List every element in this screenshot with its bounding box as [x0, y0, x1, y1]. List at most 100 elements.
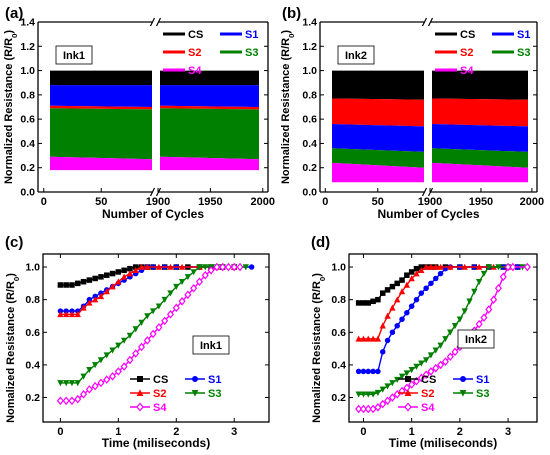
- panel-d-series-s1-point: [360, 368, 367, 375]
- panel-d-legend-marker-s2: [404, 389, 412, 396]
- panel-c-series-s3-point: [242, 264, 249, 271]
- panel-d-legend-label-s2: S2: [421, 388, 434, 400]
- panel-c-series-s3-point: [202, 264, 209, 271]
- panel-c-series-s4-point: [120, 362, 128, 371]
- panel-c-series-cs-point: [69, 282, 75, 288]
- panel-a-ytick-label: 0.6: [20, 114, 35, 126]
- panel-a-band-cs-seg1: [50, 70, 152, 86]
- panel-d-series-s1-point: [384, 337, 391, 344]
- panel-d-series-s2-point: [432, 263, 439, 270]
- panel-d-series-s3-point: [408, 367, 415, 374]
- panel-c-series-s1-point: [248, 264, 255, 270]
- panel-b-legend-label-s3: S3: [517, 47, 530, 59]
- panel-d-series-cs-point: [355, 300, 362, 306]
- panel-c-series-cs-point: [92, 275, 98, 282]
- panel-d-series-s1-point: [379, 349, 386, 355]
- panel-d-legend-marker-cs: [405, 376, 411, 382]
- panel-b-break-mark-0a: [421, 187, 428, 197]
- panel-c-series-s3-point: [115, 342, 122, 349]
- panel-d-series-s2-point: [355, 335, 362, 342]
- panel-d-series-s2-point: [461, 263, 468, 270]
- panel-d-series-s1-point: [428, 280, 434, 287]
- panel-d-series-s3-point: [418, 360, 425, 367]
- panel-a-legend-label-cs: CS: [188, 29, 203, 41]
- panel-c-legend-label-s1: S1: [208, 374, 221, 386]
- panel-a-panel-label: (a): [5, 5, 23, 22]
- panel-c-series-s3-point: [167, 290, 174, 297]
- panel-d-series-s1-point: [365, 368, 372, 375]
- panel-c-series-s3-point: [74, 380, 81, 387]
- panel-d-ink-label-box: [457, 329, 495, 349]
- panel-a-legend-label-s2: S2: [188, 47, 201, 59]
- panel-d-series-s1-point: [399, 316, 405, 322]
- panel-a-ink-label: Ink1: [63, 50, 85, 62]
- panel-c-series-s2-point: [126, 270, 134, 277]
- panel-c-series-s3-point: [149, 308, 157, 315]
- panel-a-band-s2-seg1: [50, 105, 152, 110]
- panel-c-series-s4-point: [103, 375, 111, 384]
- panel-b-xtick-label: 2000: [520, 196, 544, 208]
- panel-b-xtick-label: 50: [372, 196, 384, 208]
- panel-c-legend-label-s4: S4: [153, 402, 167, 414]
- panel-b-band-s2-seg2: [432, 98, 528, 127]
- panel-c-series-s3-point: [68, 380, 76, 387]
- panel-d-series-s3-point: [413, 363, 420, 370]
- panel-c-series-s4-point: [74, 394, 82, 404]
- panel-c-series-s2-point: [167, 263, 174, 270]
- panel-d-series-s2-point: [360, 335, 367, 342]
- panel-d-series-s1-point: [370, 368, 376, 375]
- panel-b-legend-label-s2: S2: [460, 47, 473, 59]
- panel-c-series-s4-point: [184, 290, 192, 300]
- panel-c-series-cs-point: [63, 282, 69, 288]
- panel-d-legend-marker-s4: [404, 402, 412, 412]
- panel-a-break-mark-1a: [149, 17, 156, 27]
- panel-a-band-s3-seg1: [50, 108, 152, 160]
- panel-b-y-axis-label: Normalized Resistance (R/R0): [280, 30, 296, 184]
- panel-d-series-s3-point: [365, 391, 372, 398]
- panel-d-ytick-label: 0.4: [331, 359, 346, 371]
- panel-d-plot-frame: [348, 253, 538, 423]
- panel-c-series-s3-point: [190, 269, 197, 276]
- panel-d-series-s4-point: [523, 262, 531, 272]
- panel-c-series-s3-point: [184, 274, 192, 281]
- panel-c-series-s2-line: [60, 266, 235, 315]
- panel-d-series-s2-point: [476, 263, 483, 270]
- panel-d-series-s3-point: [422, 357, 430, 364]
- panel-c-legend-marker-cs: [137, 376, 143, 382]
- panel-c-series-s4-point: [178, 297, 186, 306]
- panel-c-series-cs-point: [57, 282, 64, 288]
- panel-b-ytick-label: 1.4: [302, 17, 317, 29]
- panel-c-series-s3-point: [144, 313, 151, 320]
- panel-a-legend-label-s3: S3: [245, 47, 258, 59]
- panel-d-series-s3-point: [398, 373, 406, 380]
- panel-d-series-s2-point: [413, 270, 420, 277]
- panel-c-series-s4-point: [161, 316, 169, 326]
- panel-a-xtick-label: 1900: [146, 196, 170, 208]
- panel-d-series-s3-point: [476, 278, 483, 286]
- panel-c-legend-label-s2: S2: [153, 388, 166, 400]
- panel-c-series-s2-point: [132, 266, 139, 274]
- panel-d-series-s1-point: [423, 285, 429, 292]
- panel-d-series-s3-point: [432, 347, 439, 354]
- panel-c-series-s4-point: [201, 270, 209, 280]
- panel-c-legend-label-s3: S3: [208, 388, 221, 400]
- panel-d-series-s2-point: [403, 281, 410, 288]
- panel-c-series-s4-point: [190, 283, 198, 293]
- panel-d-series-s1-point: [408, 303, 415, 309]
- panel-b-break-mark-1a: [421, 17, 428, 27]
- panel-a-x-axis-label: Number of Cycles: [102, 207, 204, 221]
- panel-d-series-cs-point: [365, 300, 372, 306]
- panel-d-series-s2-point: [398, 288, 406, 295]
- panel-d-series-s2-point: [369, 335, 377, 342]
- panel-a-xtick-label: 50: [95, 196, 107, 208]
- panel-c-series-s3-point: [120, 337, 128, 344]
- panel-d-xtick-label: 2: [457, 426, 463, 438]
- panel-c-series-s3-point: [173, 283, 180, 290]
- panel-d-ytick-label: 0.6: [331, 327, 346, 339]
- panel-b-ytick-label: 0.0: [302, 187, 317, 199]
- panel-b-band-s1-seg2: [432, 124, 528, 152]
- panel-c-series-s2-point: [74, 310, 81, 318]
- panel-d-series-s4-point: [480, 313, 488, 322]
- panel-c-series-s2-point: [57, 310, 64, 318]
- panel-c-series-s2-point: [80, 304, 87, 311]
